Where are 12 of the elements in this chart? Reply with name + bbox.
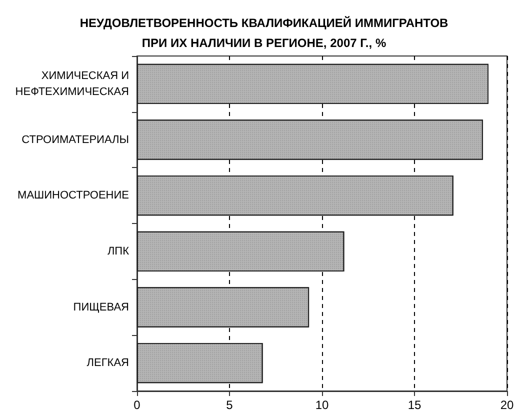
y-tick-label: ХИМИЧЕСКАЯ И НЕФТЕХИМИЧЕСКАЯ [15, 70, 130, 98]
x-tick-label: 20 [500, 398, 514, 412]
y-tick-label: ЛПК [107, 245, 130, 258]
x-tick-label: 10 [315, 398, 329, 412]
x-tick-label: 15 [408, 398, 422, 412]
x-tick-label: 0 [134, 398, 141, 412]
y-tick-label: МАШИНОСТРОЕНИЕ [18, 190, 129, 202]
x-tick-label: 5 [226, 398, 234, 412]
y-tick-label: СТРОИМАТЕРИАЛЫ [22, 134, 129, 146]
y-tick-label: ПИЩЕВАЯ [73, 301, 130, 314]
chart-title: НЕУДОВЛЕТВОРЕННОСТЬ КВАЛИФИКАЦИЕЙ ИММИГРАНТОВ ПРИ ИХ НАЛИЧИИ В РЕГИОНЕ, 2007 Г., % [80, 16, 449, 50]
y-tick-label: ЛЕГКАЯ [86, 357, 130, 370]
